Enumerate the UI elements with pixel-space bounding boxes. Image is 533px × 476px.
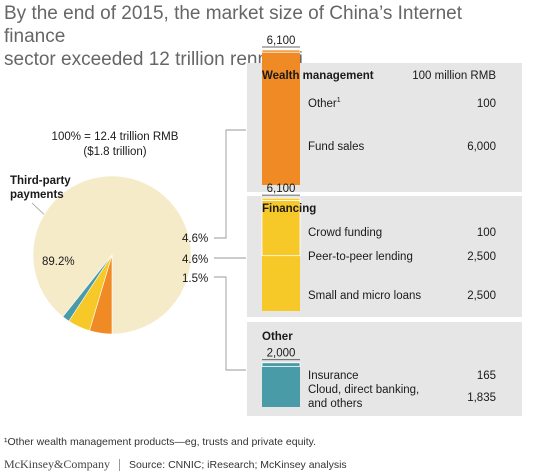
pie-slice-label-3: 1.5% [182, 273, 208, 285]
group-title-2: Other [262, 331, 293, 343]
chart-title-line-1: By the end of 2015, the market size of C… [4, 3, 463, 47]
group-total-0: 6,100 [267, 35, 296, 47]
item-value-2-0: 165 [477, 370, 496, 382]
unit-label: 100 million RMB [412, 70, 496, 82]
bar-segment-0-1 [262, 52, 300, 186]
leader-orange [214, 129, 246, 239]
item-value-0-0: 100 [477, 98, 496, 110]
group-total-1: 6,100 [267, 183, 296, 195]
item-name-0-0: Other1 [308, 97, 341, 110]
item-name-1-0: Crowd funding [308, 227, 382, 239]
group-total-2: 2,000 [267, 348, 296, 360]
bar-segment-2-0 [261, 362, 301, 367]
footer-divider [119, 458, 120, 471]
item-name-2-1: Cloud, direct banking, [308, 384, 419, 396]
item-value-1-1: 2,500 [467, 251, 496, 263]
chart-title-line-2: sector exceeded 12 trillion renminbi. [4, 49, 309, 70]
item-value-2-1: 1,835 [467, 392, 496, 404]
group-title-0: Wealth management [262, 70, 374, 82]
footer: McKinsey&Company Source: CNNIC; iResearc… [4, 457, 347, 472]
item-name-line-2-2-1: and others [308, 398, 363, 410]
pie-slice-name-line-1: Third-party [10, 175, 71, 187]
bar-segment-1-2 [262, 255, 300, 311]
pie-slice-name-line-2: payments [10, 189, 64, 201]
item-superscript: 1 [337, 97, 341, 104]
pie-slice-label-0: 89.2% [42, 256, 75, 268]
bar-segment-2-1 [262, 366, 300, 407]
chart-title: By the end of 2015, the market size of C… [4, 2, 524, 71]
pie-total-label: 100% = 12.4 trillion RMB [52, 131, 179, 143]
pie-slice-3 [62, 254, 113, 322]
item-name-2-0: Insurance [308, 370, 359, 382]
bar-segment-1-1 [261, 199, 301, 257]
pie-slice-label-2: 4.6% [182, 254, 208, 266]
leader-teal [214, 276, 246, 371]
footnote: ¹Other wealth management products—eg, tr… [4, 436, 317, 448]
item-name-0-1: Fund sales [308, 141, 365, 153]
bar-segment-1-0 [261, 197, 301, 201]
item-value-0-1: 6,000 [467, 141, 496, 153]
brand-logo: McKinsey&Company [4, 457, 110, 471]
bar-segment-0-0 [261, 49, 301, 53]
pie-total-usd: ($1.8 trillion) [83, 146, 146, 158]
source-note: Source: CNNIC; iResearch; McKinsey analy… [129, 458, 347, 471]
pie-slice-label-1: 4.6% [182, 233, 208, 245]
group-title-1: Financing [262, 203, 316, 215]
item-name-1-2: Small and micro loans [308, 290, 421, 302]
item-value-1-0: 100 [477, 227, 496, 239]
item-value-1-2: 2,500 [467, 290, 496, 302]
item-name-1-1: Peer-to-peer lending [308, 251, 413, 263]
